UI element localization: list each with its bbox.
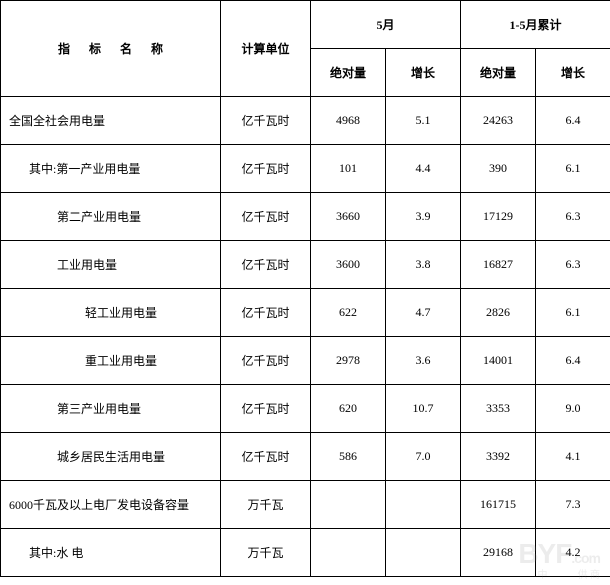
row-may-growth [386, 529, 461, 577]
table-row: 城乡居民生活用电量 亿千瓦时 586 7.0 3392 4.1 [1, 433, 610, 481]
row-unit: 万千瓦 [221, 481, 311, 529]
col-header-may-growth: 增长 [386, 49, 461, 97]
row-may-growth: 4.4 [386, 145, 461, 193]
row-cum-growth: 9.0 [536, 385, 610, 433]
row-unit: 亿千瓦时 [221, 289, 311, 337]
row-name: 工业用电量 [1, 241, 221, 289]
row-may-abs [311, 529, 386, 577]
row-cum-abs: 161715 [461, 481, 536, 529]
row-cum-abs: 3392 [461, 433, 536, 481]
table-row: 工业用电量 亿千瓦时 3600 3.8 16827 6.3 [1, 241, 610, 289]
table-header-row-1: 指 标 名 称 计算单位 5月 1-5月累计 [1, 1, 610, 49]
row-name: 全国全社会用电量 [1, 97, 221, 145]
row-name: 其中:水 电 [1, 529, 221, 577]
row-name: 轻工业用电量 [1, 289, 221, 337]
table-row: 第二产业用电量 亿千瓦时 3660 3.9 17129 6.3 [1, 193, 610, 241]
row-cum-growth: 7.3 [536, 481, 610, 529]
row-cum-abs: 2826 [461, 289, 536, 337]
row-may-growth: 7.0 [386, 433, 461, 481]
col-header-indicator: 指 标 名 称 [1, 1, 221, 97]
row-may-abs: 622 [311, 289, 386, 337]
row-unit: 亿千瓦时 [221, 193, 311, 241]
row-may-growth: 10.7 [386, 385, 461, 433]
row-unit: 亿千瓦时 [221, 241, 311, 289]
row-cum-growth: 6.1 [536, 289, 610, 337]
table-row: 全国全社会用电量 亿千瓦时 4968 5.1 24263 6.4 [1, 97, 610, 145]
row-may-abs: 4968 [311, 97, 386, 145]
col-header-cum-growth: 增长 [536, 49, 610, 97]
row-cum-abs: 29168 [461, 529, 536, 577]
row-name: 第三产业用电量 [1, 385, 221, 433]
row-may-growth: 3.9 [386, 193, 461, 241]
row-unit: 亿千瓦时 [221, 385, 311, 433]
row-cum-abs: 16827 [461, 241, 536, 289]
row-may-abs: 2978 [311, 337, 386, 385]
row-may-abs: 586 [311, 433, 386, 481]
row-unit: 亿千瓦时 [221, 97, 311, 145]
row-name: 重工业用电量 [1, 337, 221, 385]
row-unit: 万千瓦 [221, 529, 311, 577]
row-may-growth: 3.6 [386, 337, 461, 385]
table-row: 其中:第一产业用电量 亿千瓦时 101 4.4 390 6.1 [1, 145, 610, 193]
row-cum-abs: 3353 [461, 385, 536, 433]
row-may-abs [311, 481, 386, 529]
row-cum-growth: 6.4 [536, 97, 610, 145]
row-name: 第二产业用电量 [1, 193, 221, 241]
row-may-growth: 5.1 [386, 97, 461, 145]
table-body: 全国全社会用电量 亿千瓦时 4968 5.1 24263 6.4 其中:第一产业… [1, 97, 610, 577]
table-row: 重工业用电量 亿千瓦时 2978 3.6 14001 6.4 [1, 337, 610, 385]
row-cum-abs: 14001 [461, 337, 536, 385]
row-may-growth [386, 481, 461, 529]
col-header-cum-abs: 绝对量 [461, 49, 536, 97]
row-name: 其中:第一产业用电量 [1, 145, 221, 193]
row-cum-growth: 6.3 [536, 241, 610, 289]
row-may-abs: 620 [311, 385, 386, 433]
row-cum-abs: 17129 [461, 193, 536, 241]
col-header-unit: 计算单位 [221, 1, 311, 97]
row-may-abs: 3600 [311, 241, 386, 289]
row-may-growth: 4.7 [386, 289, 461, 337]
row-name: 6000千瓦及以上电厂发电设备容量 [1, 481, 221, 529]
electricity-stats-table: 指 标 名 称 计算单位 5月 1-5月累计 绝对量 增长 绝对量 增长 全国全… [0, 0, 610, 577]
row-cum-growth: 6.1 [536, 145, 610, 193]
col-header-may: 5月 [311, 1, 461, 49]
row-cum-abs: 24263 [461, 97, 536, 145]
row-cum-growth: 4.2 [536, 529, 610, 577]
row-cum-abs: 390 [461, 145, 536, 193]
table-row: 6000千瓦及以上电厂发电设备容量 万千瓦 161715 7.3 [1, 481, 610, 529]
table-row: 轻工业用电量 亿千瓦时 622 4.7 2826 6.1 [1, 289, 610, 337]
row-cum-growth: 4.1 [536, 433, 610, 481]
table-row: 第三产业用电量 亿千瓦时 620 10.7 3353 9.0 [1, 385, 610, 433]
row-unit: 亿千瓦时 [221, 337, 311, 385]
table-row: 其中:水 电 万千瓦 29168 4.2 [1, 529, 610, 577]
row-may-abs: 3660 [311, 193, 386, 241]
row-may-abs: 101 [311, 145, 386, 193]
row-cum-growth: 6.4 [536, 337, 610, 385]
col-header-cum: 1-5月累计 [461, 1, 610, 49]
row-unit: 亿千瓦时 [221, 145, 311, 193]
row-cum-growth: 6.3 [536, 193, 610, 241]
row-name: 城乡居民生活用电量 [1, 433, 221, 481]
row-unit: 亿千瓦时 [221, 433, 311, 481]
row-may-growth: 3.8 [386, 241, 461, 289]
col-header-may-abs: 绝对量 [311, 49, 386, 97]
